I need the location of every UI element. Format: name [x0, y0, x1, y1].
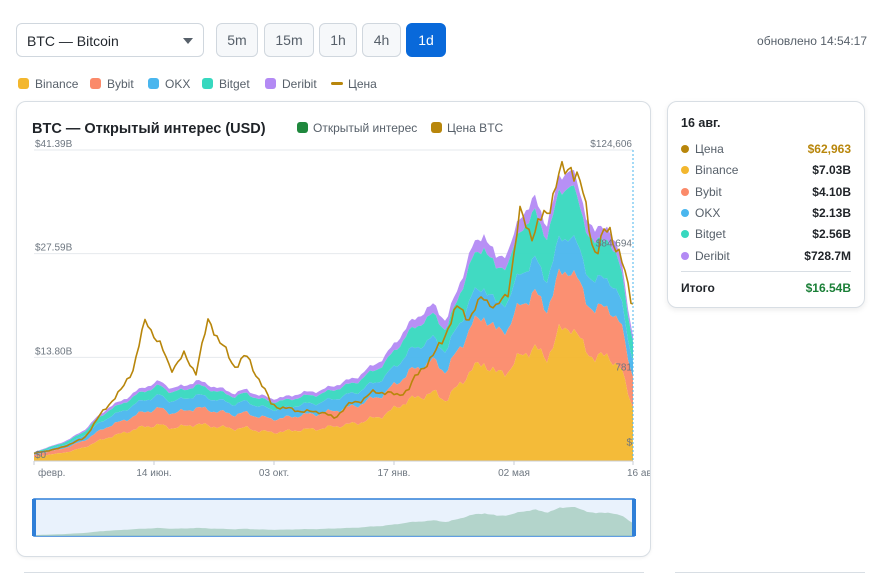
timeframe-1d-button[interactable]: 1d: [406, 23, 446, 57]
chart-legend-label: Открытый интерес: [313, 121, 418, 135]
area-series-deribit: [34, 170, 633, 453]
tooltip-row-bitget: Bitget $2.56B: [681, 226, 851, 242]
legend-label: Цена: [348, 77, 377, 91]
okx-dot-icon: [681, 209, 689, 217]
chart-title: BTC — Открытый интерес (USD): [32, 121, 266, 137]
x-tick-label: февр.: [38, 467, 65, 479]
binance-swatch: [18, 78, 29, 89]
area-series-bybit: [34, 268, 633, 457]
price-dot-icon: [681, 145, 689, 153]
tooltip-row-binance: Binance $7.03B: [681, 162, 851, 178]
bybit-dot-icon: [681, 188, 689, 196]
chart-legend-label: Цена BTC: [447, 121, 504, 135]
price-line-swatch: [331, 82, 343, 85]
tooltip-row-bybit: Bybit $4.10B: [681, 184, 851, 200]
data-tooltip: 16 авг. Цена $62,963 Binance $7.03B Bybi…: [667, 101, 865, 308]
open-interest-chart-card: BTC — Открытый интерес (USD) Открытый ин…: [16, 101, 651, 557]
deribit-dot-icon: [681, 252, 689, 260]
y-left-tick-label: $0: [35, 450, 47, 461]
x-tick-label: 14 июн.: [136, 468, 171, 479]
tooltip-divider: [681, 271, 851, 272]
toolbar: BTC — Bitcoin 5m 15m 1h 4h 1d обновлено …: [16, 22, 867, 60]
asset-select-label: BTC — Bitcoin: [27, 33, 119, 49]
y-right-tick-label: $124,606: [590, 139, 632, 150]
timeframe-4h-button[interactable]: 4h: [362, 23, 401, 57]
tooltip-row-name: Deribit: [695, 249, 730, 263]
deribit-swatch: [265, 78, 276, 89]
asset-select[interactable]: BTC — Bitcoin: [16, 23, 204, 57]
navigator-right-handle: [632, 499, 636, 536]
tooltip-row-okx: OKX $2.13B: [681, 205, 851, 221]
tooltip-date: 16 авг.: [681, 116, 721, 130]
timeframe-1h-button[interactable]: 1h: [319, 23, 357, 57]
y-left-tick-label: $13.80B: [35, 346, 73, 357]
tooltip-row-price: Цена $62,963: [681, 141, 851, 157]
legend-label: Binance: [35, 77, 79, 91]
oi-swatch: [297, 122, 308, 133]
tooltip-row-deribit: Deribit $728.7M: [681, 248, 851, 264]
tooltip-row-name: OKX: [695, 206, 721, 220]
tooltip-row-value: $4.10B: [812, 185, 851, 199]
area-series-bitget: [34, 185, 633, 454]
navigator-area: [34, 507, 634, 536]
chart-legend-oi: Открытый интерес: [297, 121, 417, 135]
y-left-tick-label: $27.59B: [35, 243, 73, 254]
divider: [675, 572, 865, 573]
x-tick-label: 16 авг.: [627, 468, 650, 479]
tooltip-total-label: Итого: [681, 281, 715, 295]
y-right-tick-label: $84,694: [596, 239, 633, 250]
tooltip-row-value: $62,963: [807, 142, 851, 156]
chevron-down-icon: [183, 38, 193, 44]
legend-label: Bybit: [107, 77, 134, 91]
chart-legend-price: Цена BTC: [431, 121, 503, 135]
divider: [24, 572, 644, 573]
chart-plot[interactable]: $41.39B $27.59B $13.80B $0 $124,606 $84,694 78…: [17, 102, 650, 556]
legend-label: Deribit: [282, 77, 317, 91]
x-tick-label: 02 мая: [498, 468, 530, 479]
area-series-okx: [34, 235, 633, 455]
bitget-swatch: [202, 78, 213, 89]
timeframe-15m-button[interactable]: 15m: [264, 23, 314, 57]
navigator-left-handle: [32, 499, 36, 536]
tooltip-row-value: $2.13B: [812, 206, 851, 220]
x-tick-label: 03 окт.: [259, 468, 289, 479]
tooltip-row-name: Bybit: [695, 185, 722, 199]
bitget-dot-icon: [681, 230, 689, 238]
tooltip-row-name: Цена: [695, 142, 724, 156]
tooltip-total: Итого $16.54B: [681, 280, 851, 296]
okx-swatch: [148, 78, 159, 89]
tooltip-row-value: $7.03B: [812, 163, 851, 177]
y-left-tick-label: $41.39B: [35, 139, 73, 150]
tooltip-total-value: $16.54B: [805, 281, 851, 295]
tooltip-row-value: $728.7M: [804, 249, 851, 263]
y-right-tick-label: 781: [615, 363, 632, 374]
tooltip-row-name: Bitget: [695, 227, 726, 241]
area-series-binance: [34, 324, 633, 461]
price-swatch: [431, 122, 442, 133]
tooltip-row-name: Binance: [695, 163, 739, 177]
bybit-swatch: [90, 78, 101, 89]
y-right-tick-label: $: [626, 438, 632, 449]
x-tick-label: 17 янв.: [378, 468, 411, 479]
binance-dot-icon: [681, 166, 689, 174]
updated-timestamp: обновлено 14:54:17: [757, 34, 867, 48]
timeframe-5m-button[interactable]: 5m: [216, 23, 258, 57]
price-line: [33, 160, 634, 455]
tooltip-row-value: $2.56B: [812, 227, 851, 241]
legend-label: Bitget: [219, 77, 250, 91]
legend-label: OKX: [165, 77, 191, 91]
